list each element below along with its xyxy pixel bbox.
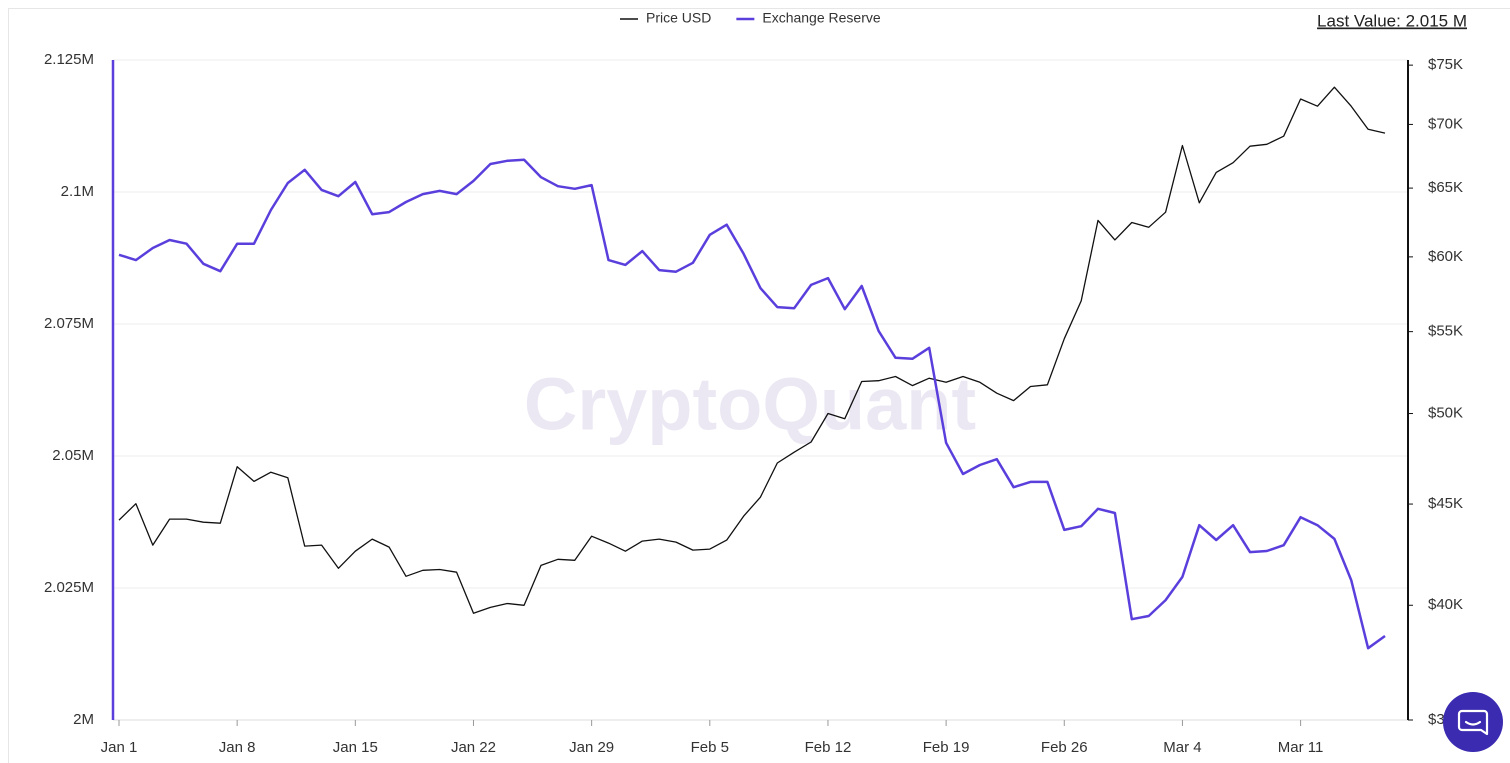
y-tick-label: 2.05M: [52, 447, 94, 464]
legend-label: Price USD: [646, 10, 711, 26]
y2-tick-label: $55K: [1428, 323, 1463, 340]
x-tick-label: Jan 29: [569, 739, 614, 756]
x-tick-label: Feb 12: [805, 739, 852, 756]
y2-tick-label: $75K: [1428, 56, 1463, 73]
chat-icon: [1457, 709, 1489, 736]
y-tick-label: 2.025M: [44, 579, 94, 596]
frame: [8, 8, 1510, 763]
y-tick-label: 2M: [73, 711, 94, 728]
x-tick-label: Mar 11: [1278, 739, 1324, 756]
x-tick-label: Mar 4: [1163, 739, 1201, 756]
y2-tick-label: $65K: [1428, 179, 1463, 196]
y2-tick-label: $45K: [1428, 495, 1463, 512]
chat-icon-smile: [1464, 720, 1482, 726]
x-tick-label: Feb 19: [923, 739, 970, 756]
series-line: [118, 86, 1386, 614]
chat-button-bg: [1443, 692, 1503, 752]
x-tick-label: Feb 5: [691, 739, 729, 756]
y2-tick-label: $50K: [1428, 404, 1463, 421]
legend-label: Exchange Reserve: [762, 10, 881, 26]
watermark: CryptoQuant: [524, 363, 976, 446]
x-tick-label: Jan 15: [333, 739, 378, 756]
y-tick-label: 2.1M: [61, 183, 94, 200]
last-value: Last Value: 2.015 M: [1317, 11, 1467, 30]
y-tick-label: 2.075M: [44, 315, 94, 332]
y-tick-label: 2.125M: [44, 51, 94, 68]
y2-tick-label: $70K: [1428, 115, 1463, 132]
y2-tick-label: $60K: [1428, 248, 1463, 265]
x-tick-label: Jan 22: [451, 739, 496, 756]
background-layer: CryptoQuant: [113, 59, 1408, 721]
x-tick-label: Jan 1: [101, 739, 138, 756]
series-line: [118, 158, 1386, 650]
x-tick-label: Feb 26: [1041, 739, 1088, 756]
x-tick-label: Jan 8: [219, 739, 256, 756]
chat-button[interactable]: [1443, 692, 1503, 752]
y2-tick-label: $40K: [1428, 596, 1463, 613]
